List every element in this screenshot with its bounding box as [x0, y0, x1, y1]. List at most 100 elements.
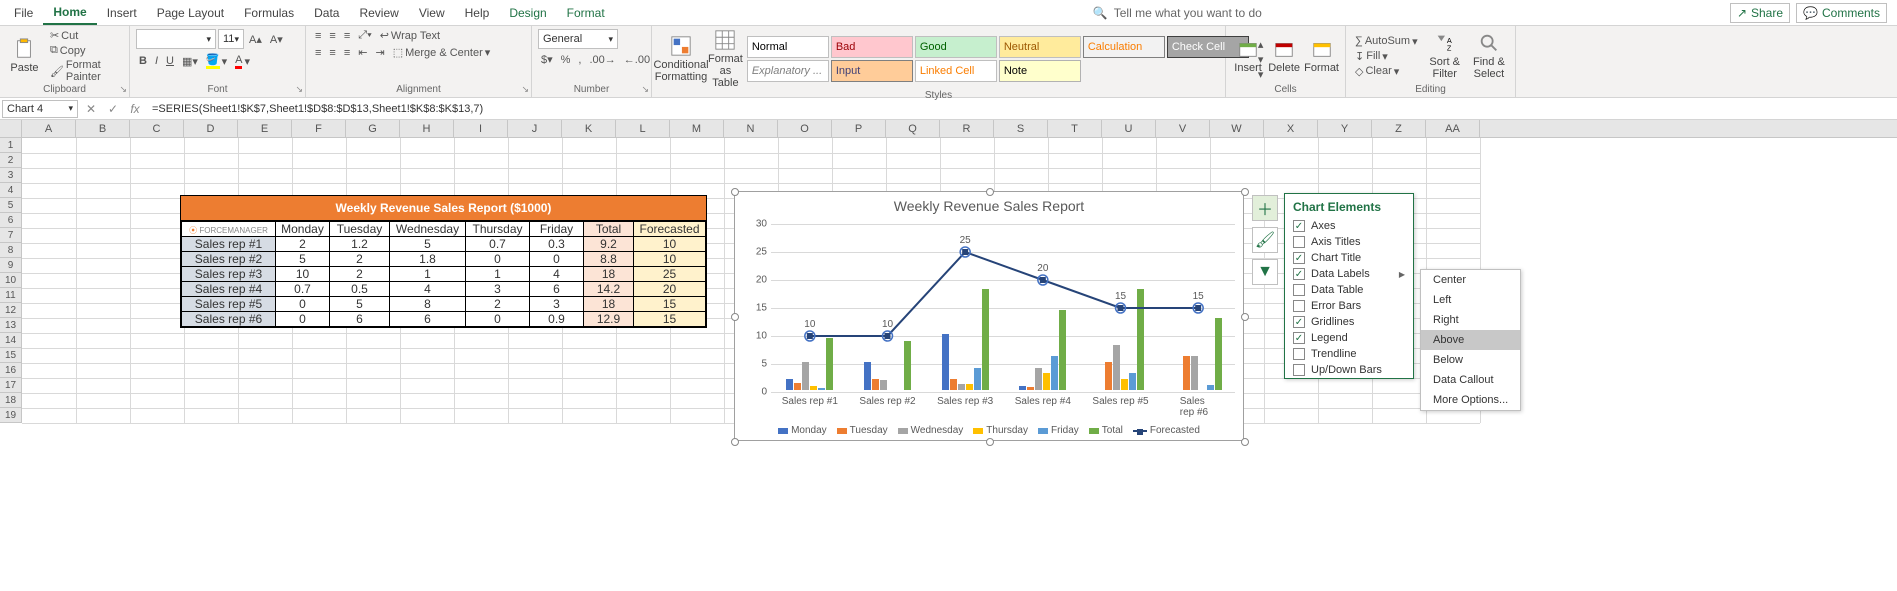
- legend-item[interactable]: Wednesday: [898, 425, 964, 436]
- col-header[interactable]: E: [238, 120, 292, 137]
- col-header[interactable]: AA: [1426, 120, 1480, 137]
- row-header[interactable]: 12: [0, 303, 22, 318]
- row-header[interactable]: 3: [0, 168, 22, 183]
- legend-item[interactable]: Thursday: [973, 425, 1028, 436]
- accounting-button[interactable]: $▾: [538, 53, 556, 66]
- tab-review[interactable]: Review: [349, 2, 408, 24]
- submenu-data-callout[interactable]: Data Callout: [1421, 370, 1520, 390]
- borders-button[interactable]: ▦▾: [179, 55, 201, 68]
- bold-button[interactable]: B: [136, 55, 150, 67]
- formula-input[interactable]: =SERIES(Sheet1!$K$7,Sheet1!$D$8:$D$13,Sh…: [146, 103, 1897, 115]
- legend-item[interactable]: Monday: [778, 425, 827, 436]
- legend-item[interactable]: Total: [1089, 425, 1123, 436]
- chart-element-axis-titles[interactable]: Axis Titles: [1285, 234, 1413, 250]
- col-header[interactable]: S: [994, 120, 1048, 137]
- data-label[interactable]: 20: [1037, 263, 1048, 274]
- font-color-button[interactable]: A▾: [232, 54, 253, 69]
- align-left-button[interactable]: ≡: [312, 47, 324, 59]
- find-select-button[interactable]: Find & Select: [1469, 32, 1509, 80]
- format-cells-button[interactable]: Format: [1304, 38, 1339, 74]
- style-linked-cell[interactable]: Linked Cell: [915, 60, 997, 82]
- col-header[interactable]: D: [184, 120, 238, 137]
- row-header[interactable]: 9: [0, 258, 22, 273]
- row-header[interactable]: 17: [0, 378, 22, 393]
- data-label[interactable]: 15: [1193, 291, 1204, 302]
- row-header[interactable]: 13: [0, 318, 22, 333]
- row-header[interactable]: 19: [0, 408, 22, 423]
- select-all-corner[interactable]: [0, 120, 22, 137]
- row-header[interactable]: 5: [0, 198, 22, 213]
- enter-formula-button[interactable]: ✓: [102, 102, 124, 116]
- col-header[interactable]: V: [1156, 120, 1210, 137]
- selection-handle[interactable]: [731, 438, 739, 446]
- align-top-button[interactable]: ≡: [312, 30, 324, 42]
- col-header[interactable]: Y: [1318, 120, 1372, 137]
- data-label[interactable]: 10: [882, 319, 893, 330]
- autosum-button[interactable]: ∑AutoSum▾: [1352, 35, 1421, 48]
- tab-view[interactable]: View: [409, 2, 455, 24]
- grow-font-button[interactable]: A▴: [246, 33, 265, 46]
- embedded-chart[interactable]: Weekly Revenue Sales Report 051015202530…: [734, 191, 1244, 441]
- row-header[interactable]: 18: [0, 393, 22, 408]
- col-header[interactable]: J: [508, 120, 562, 137]
- submenu-above[interactable]: Above: [1421, 330, 1520, 350]
- col-header[interactable]: Z: [1372, 120, 1426, 137]
- orientation-button[interactable]: ⤢▾: [355, 29, 374, 42]
- legend-item[interactable]: Friday: [1038, 425, 1079, 436]
- submenu-below[interactable]: Below: [1421, 350, 1520, 370]
- dialog-launcher-icon[interactable]: ↘: [119, 84, 127, 95]
- selection-handle[interactable]: [986, 188, 994, 196]
- chart-legend[interactable]: MondayTuesdayWednesdayThursdayFridayTota…: [735, 425, 1243, 436]
- selection-handle[interactable]: [1241, 188, 1249, 196]
- align-right-button[interactable]: ≡: [341, 47, 353, 59]
- style-calculation[interactable]: Calculation: [1083, 36, 1165, 58]
- decrease-indent-button[interactable]: ⇤: [355, 46, 370, 59]
- increase-decimal-button[interactable]: .00→: [586, 54, 618, 66]
- fill-button[interactable]: ↧Fill▾: [1352, 50, 1421, 63]
- col-header[interactable]: A: [22, 120, 76, 137]
- wrap-text-button[interactable]: ↩Wrap Text: [377, 29, 443, 42]
- tab-design[interactable]: Design: [499, 2, 556, 24]
- insert-cells-button[interactable]: Insert: [1232, 38, 1264, 74]
- row-header[interactable]: 6: [0, 213, 22, 228]
- data-label[interactable]: 10: [804, 319, 815, 330]
- chart-element-data-labels[interactable]: ✓Data Labels: [1285, 266, 1413, 282]
- tab-data[interactable]: Data: [304, 2, 349, 24]
- row-header[interactable]: 4: [0, 183, 22, 198]
- underline-button[interactable]: U: [163, 55, 177, 67]
- chart-styles-button[interactable]: 🖌: [1252, 227, 1278, 253]
- col-header[interactable]: B: [76, 120, 130, 137]
- tab-formulas[interactable]: Formulas: [234, 2, 304, 24]
- comments-button[interactable]: 💬Comments: [1796, 3, 1887, 23]
- style-neutral[interactable]: Neutral: [999, 36, 1081, 58]
- row-header[interactable]: 16: [0, 363, 22, 378]
- col-header[interactable]: K: [562, 120, 616, 137]
- sort-filter-button[interactable]: AZSort & Filter: [1425, 32, 1465, 80]
- col-header[interactable]: M: [670, 120, 724, 137]
- submenu-left[interactable]: Left: [1421, 290, 1520, 310]
- merge-center-button[interactable]: ⬚Merge & Center▾: [390, 46, 494, 59]
- col-header[interactable]: I: [454, 120, 508, 137]
- tab-file[interactable]: File: [4, 2, 43, 24]
- chart-elements-button[interactable]: ＋: [1252, 195, 1278, 221]
- cancel-formula-button[interactable]: ✕: [80, 102, 102, 116]
- selection-handle[interactable]: [986, 438, 994, 446]
- tab-home[interactable]: Home: [43, 1, 96, 25]
- chart-element-data-table[interactable]: Data Table: [1285, 282, 1413, 298]
- cell-styles-gallery[interactable]: NormalBadGoodNeutralCalculationCheck Cel…: [747, 36, 1249, 82]
- row-header[interactable]: 11: [0, 288, 22, 303]
- col-header[interactable]: H: [400, 120, 454, 137]
- col-header[interactable]: F: [292, 120, 346, 137]
- align-middle-button[interactable]: ≡: [326, 30, 338, 42]
- data-label[interactable]: 15: [1115, 291, 1126, 302]
- tab-help[interactable]: Help: [455, 2, 500, 24]
- comma-button[interactable]: ,: [575, 54, 584, 66]
- align-bottom-button[interactable]: ≡: [341, 30, 353, 42]
- chart-element-trendline[interactable]: Trendline: [1285, 346, 1413, 362]
- col-header[interactable]: C: [130, 120, 184, 137]
- copy-button[interactable]: ⧉Copy: [47, 44, 123, 57]
- tell-me-search[interactable]: 🔍 Tell me what you want to do: [1093, 6, 1262, 20]
- row-header[interactable]: 14: [0, 333, 22, 348]
- format-painter-button[interactable]: 🖌Format Painter: [47, 59, 123, 83]
- style-good[interactable]: Good: [915, 36, 997, 58]
